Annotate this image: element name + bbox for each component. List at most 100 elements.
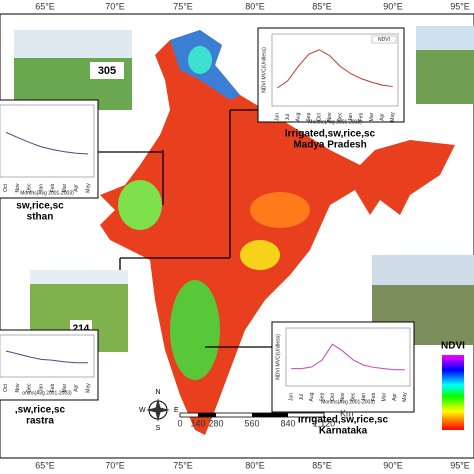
scale-unit: Km bbox=[340, 408, 354, 418]
month-label: May bbox=[402, 392, 408, 402]
month-label: Oct bbox=[317, 113, 323, 121]
compass-s: S bbox=[156, 425, 161, 432]
ndvi-line bbox=[276, 49, 393, 89]
caption: Irrigated,sw,rice,sc bbox=[298, 415, 389, 426]
month-label: Mar bbox=[62, 183, 68, 192]
month-label: Jan bbox=[361, 393, 367, 401]
photo-sign: 305 bbox=[98, 65, 116, 77]
month-label: Jun bbox=[275, 113, 281, 121]
month-label: May bbox=[390, 112, 396, 122]
caption: Karnataka bbox=[319, 426, 368, 437]
y-axis-label: NDVI MVC(Unitless) bbox=[275, 334, 281, 380]
india bbox=[100, 30, 455, 435]
ndvi-line bbox=[5, 350, 89, 364]
month-label: Aug bbox=[309, 392, 315, 401]
month-label: May bbox=[85, 183, 91, 193]
longitude-label: 80°E bbox=[245, 1, 265, 11]
compass-n: N bbox=[155, 389, 160, 396]
month-label: Jul bbox=[285, 114, 291, 120]
longitude-label: 90°E bbox=[383, 1, 403, 11]
scale-label: 1,120 bbox=[313, 418, 336, 428]
inset-box bbox=[257, 27, 405, 123]
longitude-label: 95°E bbox=[450, 460, 470, 470]
month-label: Feb bbox=[50, 383, 56, 392]
plot-area bbox=[285, 327, 411, 387]
longitude-label: 75°E bbox=[173, 1, 193, 11]
longitude-label: 80°E bbox=[245, 460, 265, 470]
x-axis-label: Months(Avg 2001-2003) bbox=[308, 119, 362, 125]
legend-bar bbox=[442, 355, 464, 430]
month-label: Apr bbox=[392, 393, 398, 401]
month-label: Nov bbox=[15, 383, 21, 392]
month-label: Nov bbox=[15, 183, 21, 192]
month-label: Feb bbox=[359, 112, 365, 121]
leader-lines bbox=[98, 109, 272, 348]
scale-bar bbox=[252, 413, 288, 417]
month-label: Jul bbox=[299, 394, 305, 400]
inset-box bbox=[0, 329, 99, 401]
caption: Irrigated,sw,rice,sc bbox=[285, 129, 376, 140]
month-label: Feb bbox=[371, 392, 377, 401]
compass: N S E W bbox=[139, 389, 179, 432]
month-label: Oct bbox=[330, 393, 336, 401]
month-label: Jan bbox=[38, 384, 44, 392]
compass-e: E bbox=[174, 407, 179, 414]
month-label: Mar bbox=[369, 112, 375, 121]
x-axis-label: onths(Avg 2001-2003) bbox=[22, 390, 72, 396]
month-label: May bbox=[85, 383, 91, 393]
month-label: Mar bbox=[381, 392, 387, 401]
month-label: Aug bbox=[296, 112, 302, 121]
scale-bar bbox=[198, 413, 216, 417]
longitude-label: 85°E bbox=[312, 460, 332, 470]
month-label: Oct bbox=[3, 384, 9, 392]
legend-label: NDVI bbox=[378, 37, 390, 43]
month-label: Jan bbox=[348, 113, 354, 121]
plot-area bbox=[271, 33, 399, 107]
caption: ,sw,rice,sc bbox=[15, 405, 66, 416]
month-label: Nov bbox=[327, 112, 333, 121]
legend-title: NDVI bbox=[441, 341, 465, 352]
longitude-label: 70°E bbox=[105, 1, 125, 11]
photos bbox=[14, 26, 474, 352]
month-label: Apr bbox=[380, 113, 386, 121]
inset-box bbox=[271, 321, 415, 413]
longitude-label: 70°E bbox=[105, 460, 125, 470]
scale-label: 840 bbox=[280, 418, 295, 428]
month-label: Sep bbox=[306, 112, 312, 121]
scale-label: 560 bbox=[244, 418, 259, 428]
ndvi-line bbox=[291, 343, 405, 371]
scale-label: 140 bbox=[190, 418, 205, 428]
x-axis-label: Months(Avg 2001-2003) bbox=[20, 190, 74, 196]
caption: sw,rice,sc bbox=[16, 201, 64, 212]
compass-w: W bbox=[139, 407, 146, 414]
plot-area bbox=[0, 104, 95, 178]
month-label: Nov bbox=[340, 392, 346, 401]
month-label: Feb bbox=[50, 183, 56, 192]
longitude-label: 90°E bbox=[383, 460, 403, 470]
y-axis-label: NDVI MVC(Unitless) bbox=[261, 47, 267, 93]
longitude-label: 85°E bbox=[312, 1, 332, 11]
caption: rastra bbox=[26, 416, 54, 427]
month-label: Jun bbox=[288, 393, 294, 401]
longitude-label: 95°E bbox=[450, 1, 470, 11]
month-label: Jan bbox=[38, 184, 44, 192]
caption: sthan bbox=[27, 212, 54, 223]
month-label: Mar bbox=[62, 383, 68, 392]
longitude-label: 75°E bbox=[173, 460, 193, 470]
month-label: Apr bbox=[74, 384, 80, 392]
month-label: Apr bbox=[74, 184, 80, 192]
month-label: Oct bbox=[3, 184, 9, 192]
longitude-label: 65°E bbox=[35, 460, 55, 470]
ndvi-line bbox=[5, 131, 89, 155]
caption: Madya Pradesh bbox=[293, 140, 366, 151]
plot-area bbox=[0, 334, 95, 378]
month-label: Dec bbox=[338, 112, 344, 121]
photo-sign: 214 bbox=[73, 324, 90, 335]
legend-box bbox=[371, 35, 397, 44]
scale-label: 0 bbox=[177, 418, 182, 428]
month-label: Dec bbox=[27, 183, 33, 192]
scale-label: 280 bbox=[208, 418, 223, 428]
month-label: Dec bbox=[27, 383, 33, 392]
